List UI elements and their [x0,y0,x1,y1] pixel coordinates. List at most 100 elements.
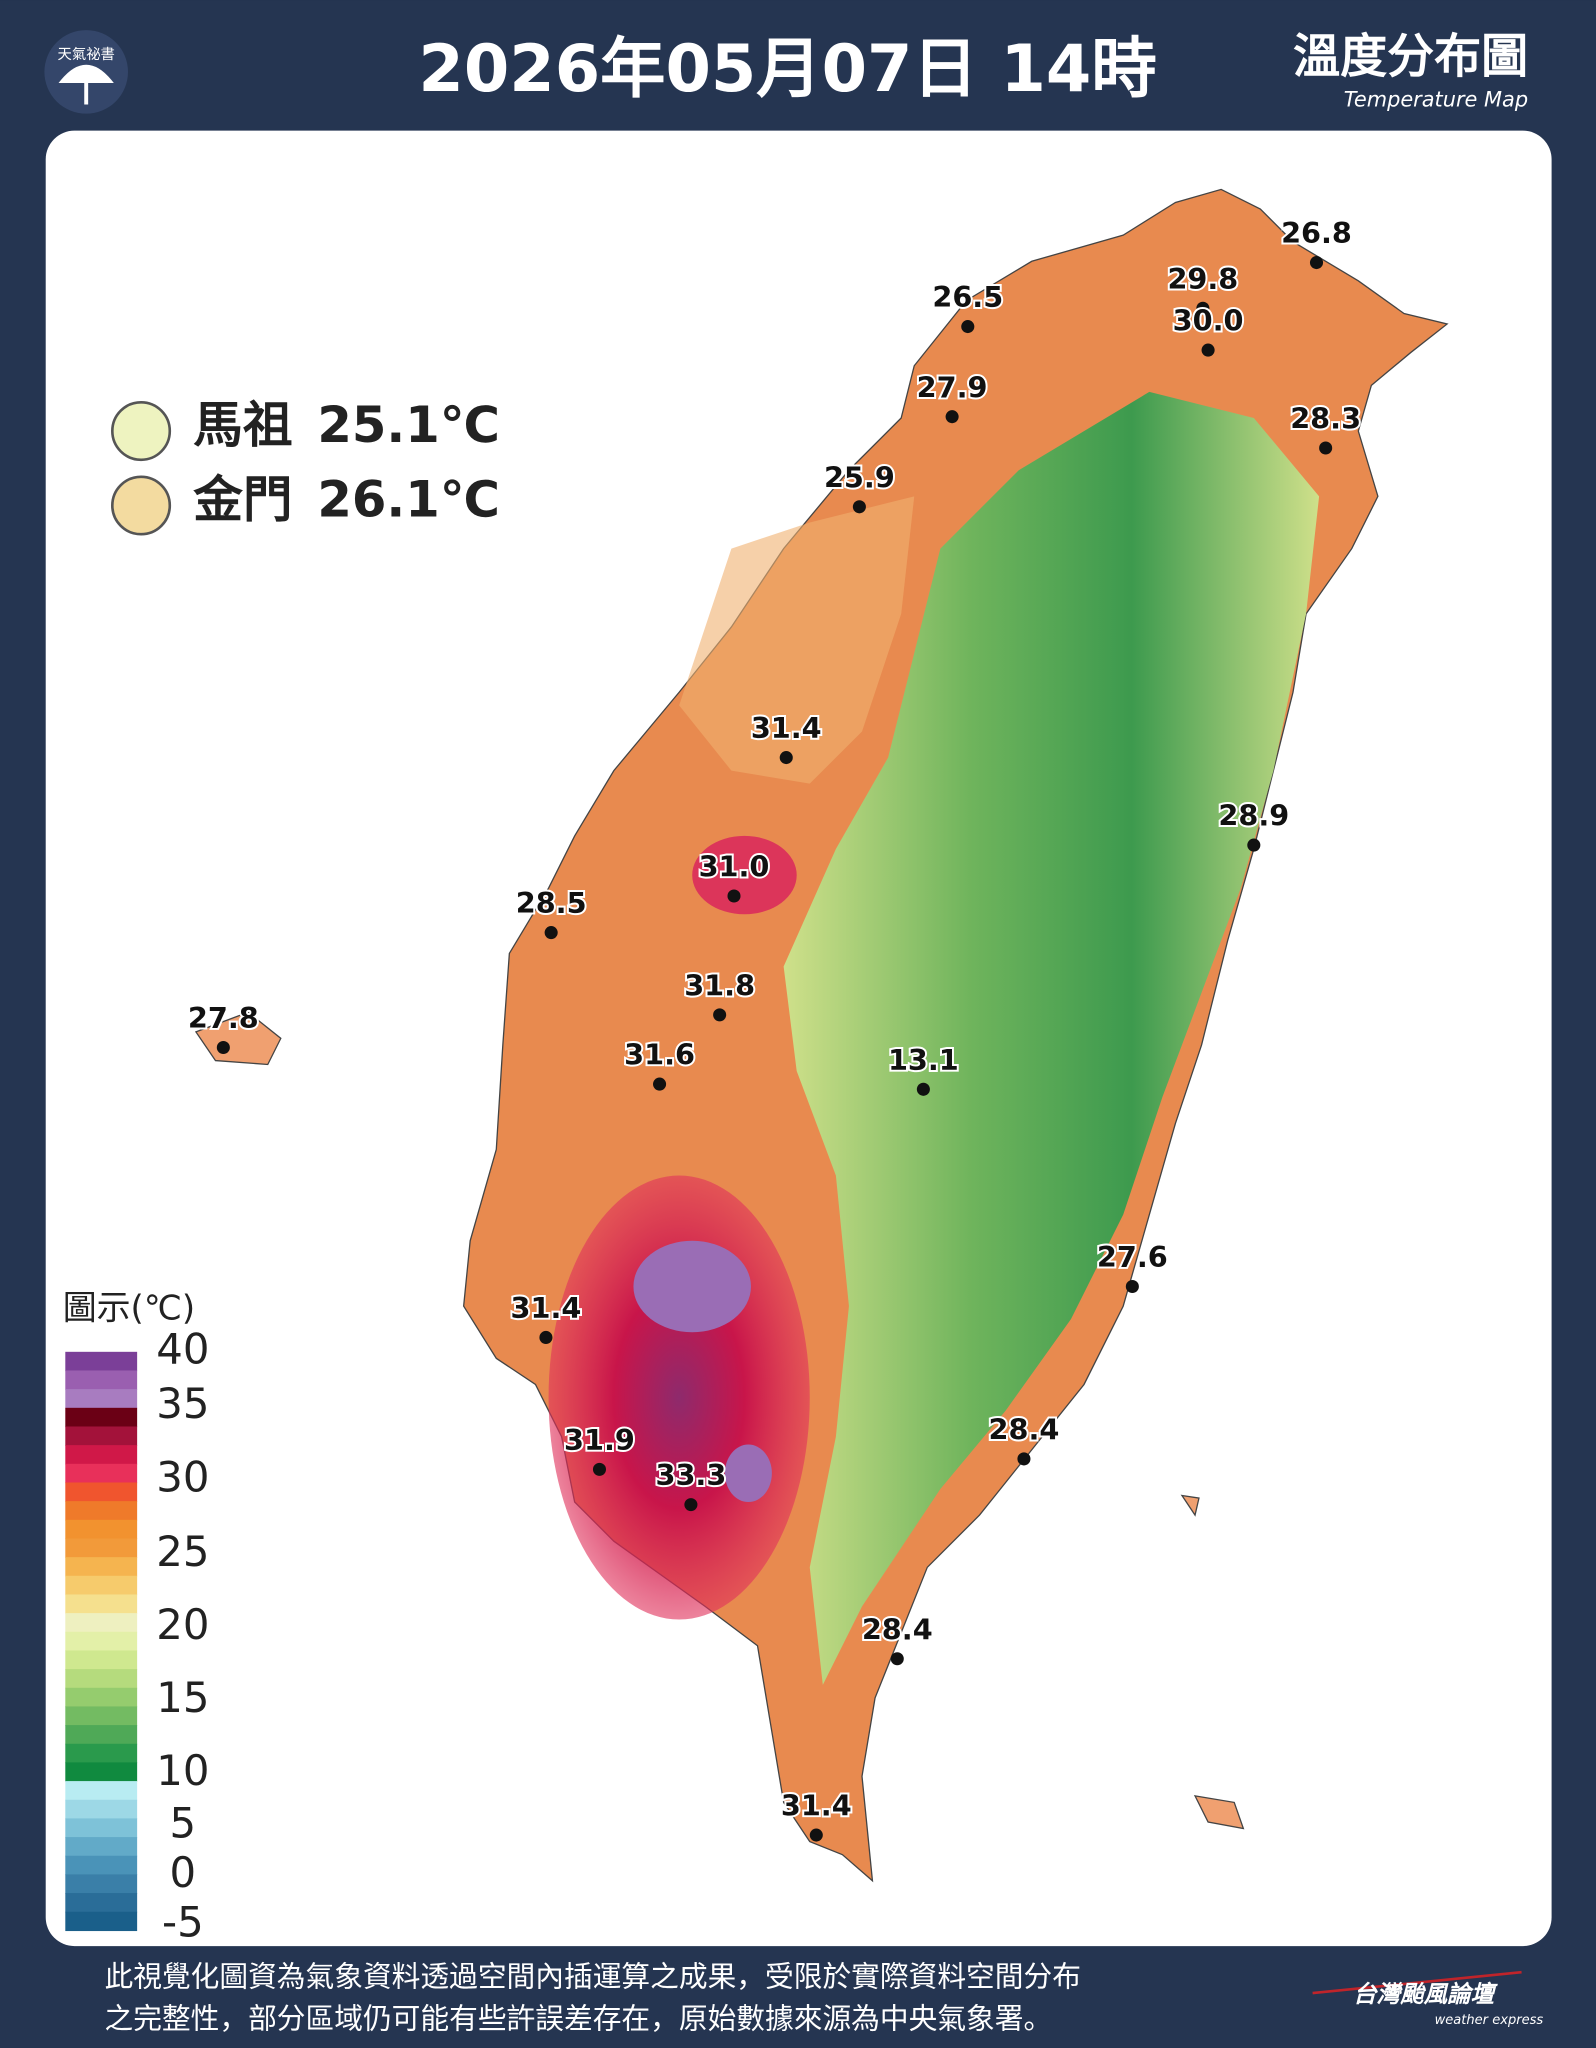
legend-tick-label: 35 [156,1379,209,1428]
station-reading: 26.5 [932,280,1003,314]
station-reading: 30.0 [1173,304,1244,338]
station-reading: 26.8 [1281,216,1352,250]
legend-title: 圖示(℃) [63,1289,195,1329]
title: 2026年05月07日 14時 [418,31,1156,107]
legend-swatch [65,1389,138,1409]
legend-swatch [65,1669,138,1689]
legend-swatch [65,1631,138,1652]
legend-tick-label: 25 [156,1527,209,1576]
station-dot [539,1330,553,1344]
legend-tick-label: 40 [156,1324,209,1373]
logo-umbrella [58,64,114,105]
legend-swatch [65,1911,138,1932]
islet [1180,1494,1200,1517]
station-dot [1247,838,1261,852]
station-reading: 27.9 [917,370,988,404]
legend-swatch [65,1855,138,1876]
station-reading: 13.1 [888,1043,959,1077]
station-dot [1196,301,1210,315]
station-reading: 27.6 [1097,1240,1168,1274]
islet [1193,1795,1245,1830]
legend-swatch [65,1482,138,1502]
island-reading: 25.1℃ [317,396,500,454]
station-dot [1309,256,1324,270]
legend-swatch [65,1706,138,1726]
legend-swatch [65,1426,138,1446]
legend-swatch [65,1725,138,1745]
legend-swatch [65,1874,138,1894]
map-title: 溫度分布圖 [1293,30,1528,85]
brand: 台灣颱風論壇 [1353,1980,1498,2008]
mountain-area [783,391,1320,1685]
station-reading: 31.4 [751,711,822,745]
legend-swatch [65,1687,138,1708]
station-dot [653,1077,667,1091]
hot-spot [692,835,797,915]
legend-swatch [65,1594,138,1614]
legend-swatch [65,1575,138,1596]
station-reading: 28.4 [862,1612,933,1646]
station-dot [592,1462,607,1476]
legend-swatch [65,1557,138,1577]
legend-swatch [65,1893,138,1913]
station-reading: 31.6 [624,1038,695,1072]
legend-swatch [65,1538,138,1558]
station-dot [779,751,793,765]
station-dot [1125,1279,1139,1294]
station-reading: 31.9 [564,1423,635,1457]
station-dot [544,926,558,940]
station-reading: 28.5 [516,886,587,920]
station-dot [916,1082,930,1096]
station-dot [890,1652,904,1666]
legend-swatch [65,1743,138,1764]
station-reading: 33.3 [655,1458,726,1492]
island-swatch [111,475,172,536]
logo-text: 天氣祕書 [57,46,114,63]
station-reading: 28.9 [1218,799,1289,833]
northwest-plain [679,496,915,784]
station-dot [684,1498,698,1512]
legend-tick-label: -5 [162,1898,204,1947]
legend-tick-label: 15 [156,1673,209,1722]
station-dot [727,889,741,903]
station-dot [961,320,975,334]
station-reading: 31.0 [699,850,770,884]
legend-swatch [65,1501,138,1521]
legend-tick-label: 10 [156,1746,209,1795]
legend-swatch [65,1650,138,1670]
station-dot [1201,343,1215,357]
station-dot [1319,441,1333,455]
island-swatch [111,401,172,462]
footer-line: 之完整性，部分區域仍可能有些許誤差存在，原始數據來源為中央氣象署。 [104,2002,1052,2036]
station-reading: 28.4 [989,1412,1060,1446]
legend-swatch [65,1351,138,1372]
legend-tick-label: 0 [170,1848,197,1897]
station-dot [1017,1452,1031,1466]
legend-tick-label: 5 [170,1798,197,1847]
island-name: 金門 [193,470,292,528]
map-subtitle: Temperature Map [1344,88,1528,112]
station-readings: 26.8 29.8 30.0 26.5 27.9 28.3 25.9 31.4 28.9 31.0… [186,214,1363,1842]
station-reading: 29.8 [1167,262,1238,296]
station-reading: 31.4 [781,1789,852,1823]
legend-swatch [65,1463,138,1484]
legend-swatch [65,1445,138,1465]
legend-swatch [65,1781,138,1801]
station-reading: 31.8 [684,968,755,1002]
station-dot [713,1008,727,1022]
legend-swatch [65,1407,138,1428]
station-reading: 25.9 [824,460,895,494]
station-dot [945,410,959,424]
legend-tick-label: 30 [156,1452,209,1501]
brand-sub: weather express [1435,2013,1544,2028]
legend-swatch [65,1837,138,1857]
legend-swatch [65,1762,138,1782]
station-reading: 27.8 [188,1001,259,1035]
island-name: 馬祖 [193,396,292,454]
legend-swatch [65,1799,138,1820]
brand-stroke [1312,1970,1522,1995]
station-reading: 28.3 [1290,402,1361,436]
footer-line: 此視覺化圖資為氣象資料透過空間內插運算之成果，受限於實際資料空間分布 [104,1960,1080,1994]
